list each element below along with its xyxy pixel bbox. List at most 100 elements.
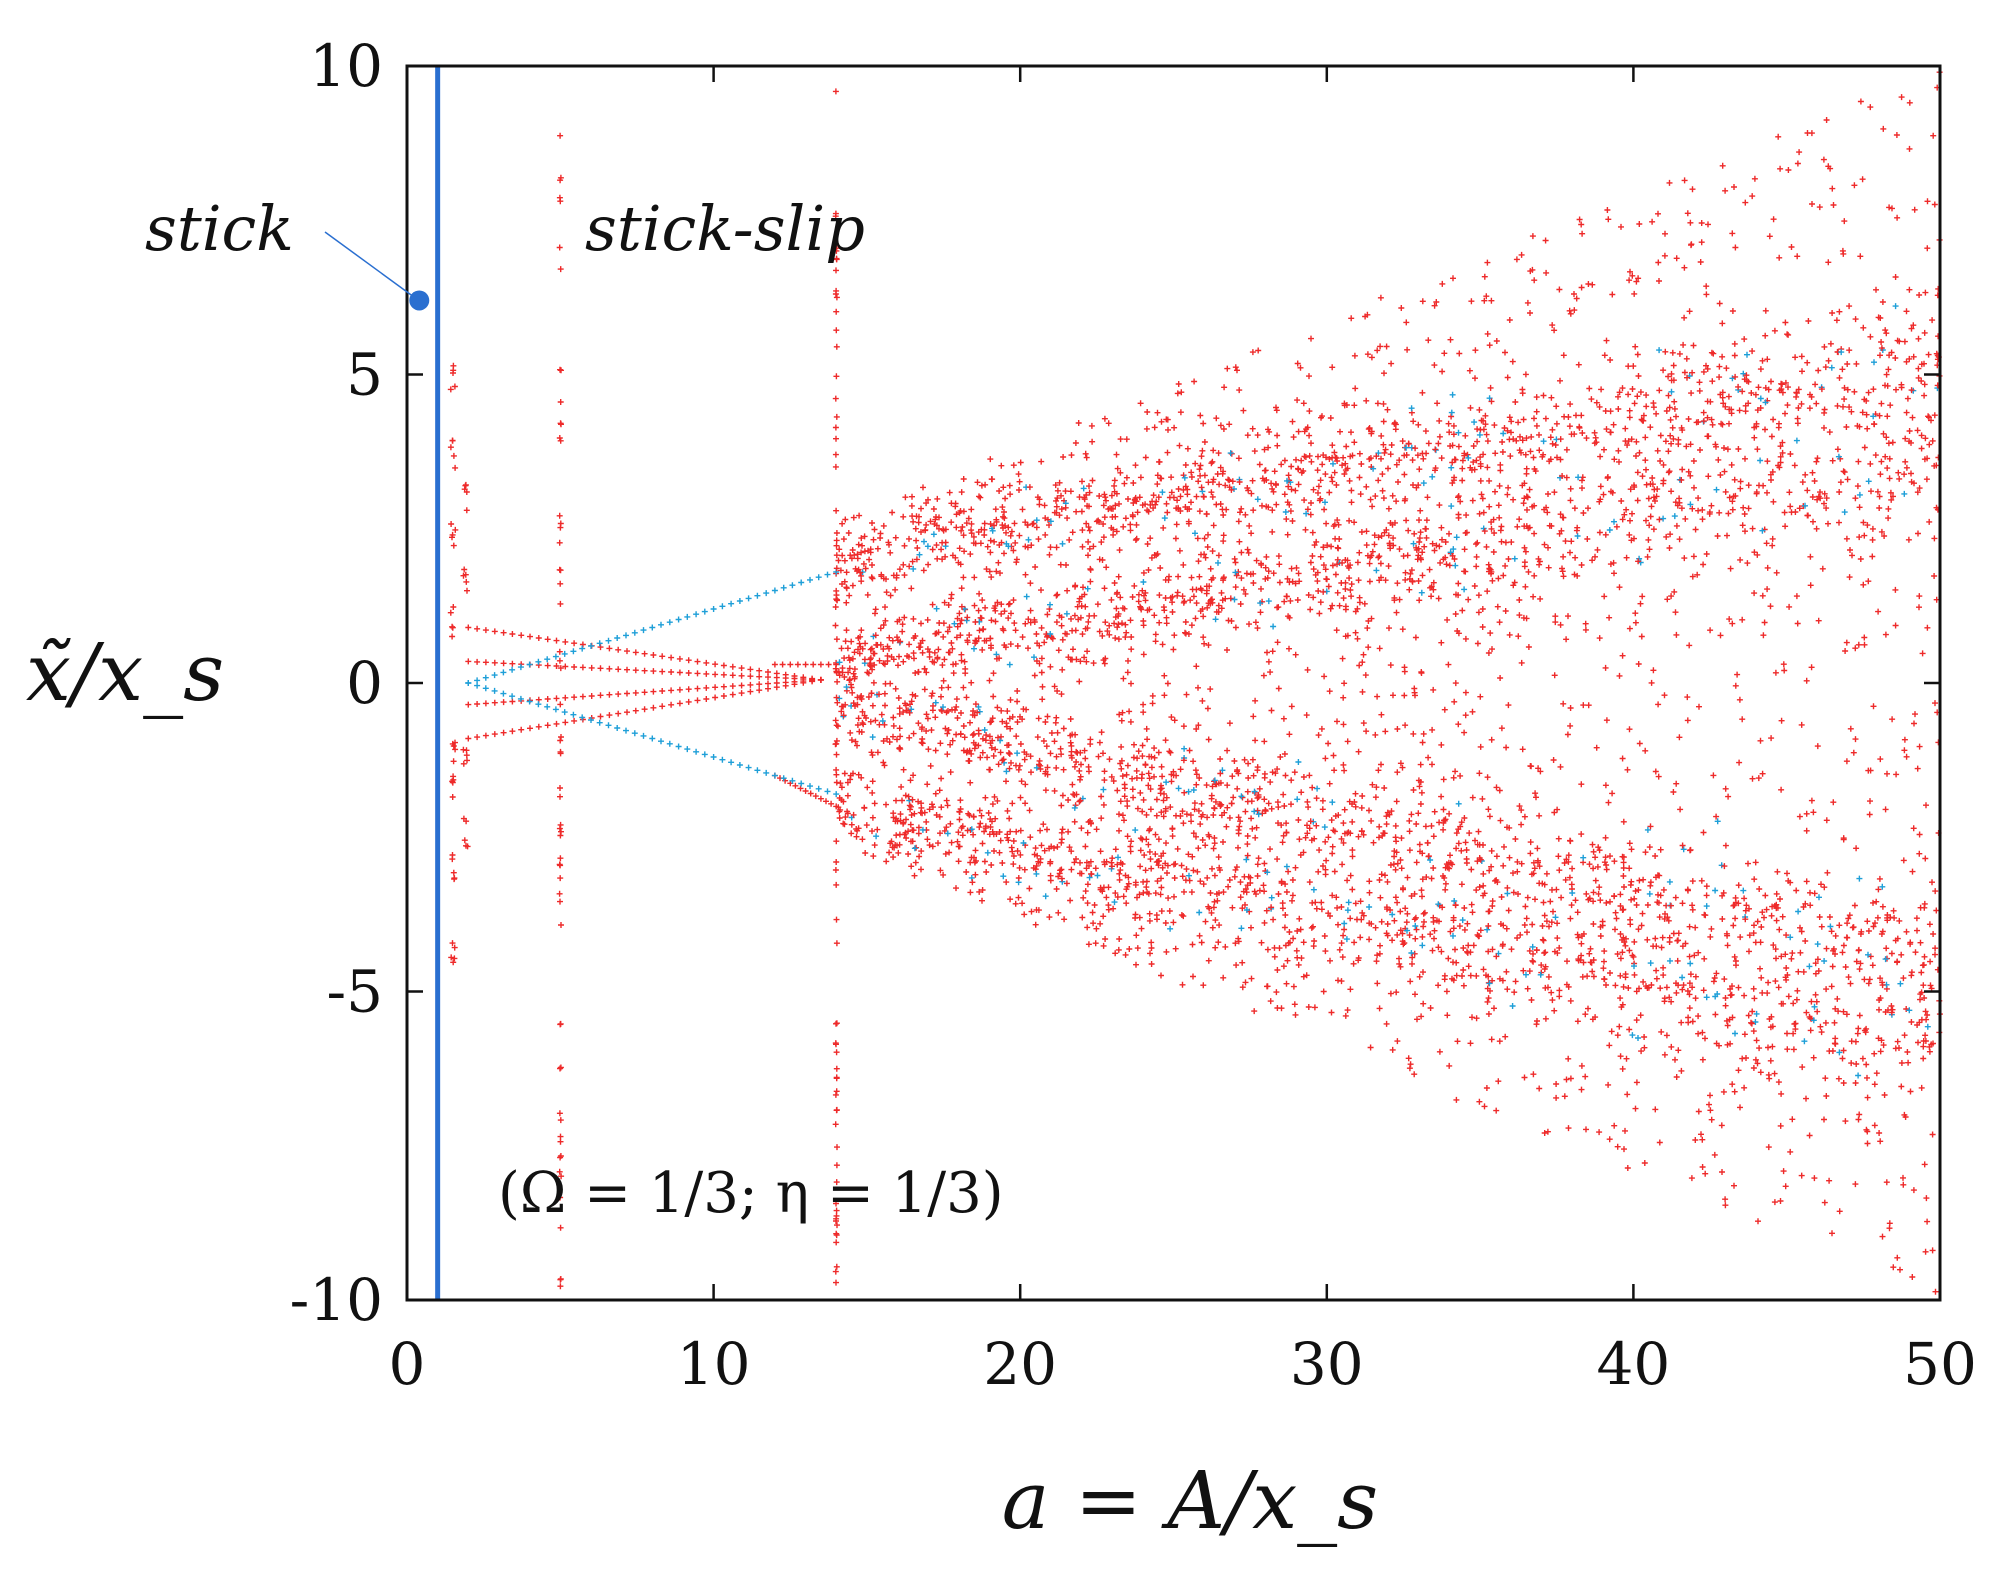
data-point xyxy=(1142,597,1149,604)
data-point xyxy=(1290,983,1297,990)
data-point xyxy=(1215,450,1222,457)
data-point xyxy=(1750,985,1757,992)
data-point xyxy=(1450,275,1456,282)
data-point xyxy=(833,542,840,549)
data-point xyxy=(666,619,673,626)
data-point xyxy=(843,599,850,606)
data-point xyxy=(1309,553,1316,559)
data-point xyxy=(1002,644,1009,651)
data-point xyxy=(1481,273,1488,280)
data-point xyxy=(640,627,647,634)
data-point xyxy=(1184,445,1191,452)
data-point xyxy=(1918,1084,1925,1091)
data-point xyxy=(967,719,973,726)
data-point xyxy=(1130,794,1137,801)
data-point xyxy=(1384,921,1391,927)
data-point xyxy=(1273,501,1280,508)
data-point xyxy=(1668,593,1675,600)
data-point xyxy=(1378,711,1385,718)
data-point xyxy=(588,664,595,671)
data-point xyxy=(1782,410,1788,417)
data-point xyxy=(898,783,905,790)
data-point xyxy=(1496,619,1503,626)
data-point xyxy=(909,796,916,803)
data-point xyxy=(1678,505,1685,512)
data-point xyxy=(1068,848,1075,855)
data-point xyxy=(1823,495,1830,502)
data-point xyxy=(1836,922,1843,929)
data-point xyxy=(1829,963,1836,970)
data-point xyxy=(1731,1088,1738,1095)
data-point xyxy=(1081,654,1088,661)
data-point xyxy=(1003,768,1010,775)
data-point xyxy=(1402,722,1409,729)
data-point xyxy=(518,726,525,733)
data-point xyxy=(1560,700,1567,707)
data-point xyxy=(1918,969,1925,976)
data-point xyxy=(1194,535,1201,542)
data-point xyxy=(870,536,877,543)
data-point xyxy=(895,662,901,669)
data-point xyxy=(1007,641,1014,648)
data-point xyxy=(1607,970,1613,976)
data-point xyxy=(1731,1182,1737,1189)
data-point xyxy=(882,617,889,624)
data-point xyxy=(1377,343,1384,350)
data-point xyxy=(1206,833,1213,840)
data-point xyxy=(1593,439,1600,446)
data-point xyxy=(1800,968,1807,975)
data-point xyxy=(1015,875,1022,881)
data-point xyxy=(1129,786,1136,793)
data-point xyxy=(1551,327,1558,334)
data-point xyxy=(1121,817,1127,824)
data-point xyxy=(1261,860,1268,867)
data-point xyxy=(1171,424,1178,431)
data-point xyxy=(867,656,874,663)
data-point xyxy=(557,855,564,862)
data-point xyxy=(1393,849,1400,856)
data-point xyxy=(989,527,996,534)
data-point xyxy=(557,750,564,757)
data-point xyxy=(1686,308,1693,315)
data-point xyxy=(1555,835,1562,842)
data-point xyxy=(1455,800,1462,807)
data-point xyxy=(465,624,472,631)
data-point xyxy=(1665,448,1672,455)
data-point xyxy=(869,778,876,785)
data-point xyxy=(1810,1054,1817,1061)
data-point xyxy=(588,717,594,723)
data-point xyxy=(1578,1086,1585,1093)
data-point xyxy=(464,757,470,764)
data-point xyxy=(1393,798,1400,805)
data-point xyxy=(861,805,868,812)
data-point xyxy=(1814,941,1821,948)
data-point xyxy=(1262,807,1269,813)
data-point xyxy=(1370,465,1377,472)
data-point xyxy=(1018,778,1025,785)
data-point xyxy=(1557,377,1563,384)
data-point xyxy=(1512,399,1519,405)
data-point xyxy=(1273,407,1280,414)
data-point xyxy=(1452,901,1459,908)
data-point xyxy=(1703,551,1710,557)
data-point xyxy=(1848,1060,1855,1067)
data-point xyxy=(1639,473,1646,480)
data-point xyxy=(986,677,993,684)
data-point xyxy=(1222,943,1229,950)
data-point xyxy=(919,740,926,747)
data-point xyxy=(1397,760,1404,767)
data-point xyxy=(1369,503,1376,510)
data-point xyxy=(450,869,457,876)
data-point xyxy=(1930,931,1937,937)
data-point xyxy=(1389,492,1396,499)
data-point xyxy=(1154,409,1161,416)
data-point xyxy=(1852,1181,1859,1188)
data-point xyxy=(910,615,917,622)
data-point xyxy=(966,812,973,819)
data-point xyxy=(856,512,863,519)
data-point xyxy=(1401,471,1408,478)
data-point xyxy=(1776,387,1783,394)
data-point xyxy=(1517,433,1523,440)
data-point xyxy=(1529,233,1536,240)
data-point xyxy=(1177,493,1184,500)
